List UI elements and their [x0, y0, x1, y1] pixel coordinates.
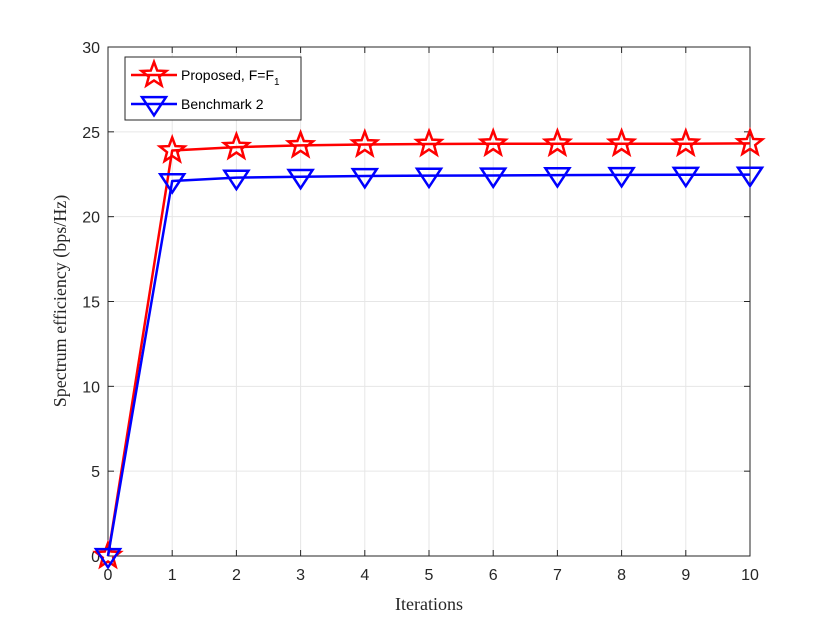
legend-marker	[138, 58, 170, 89]
data-point	[735, 166, 765, 189]
y-tick-label: 20	[82, 210, 100, 227]
x-tick-label: 7	[553, 567, 562, 584]
x-tick-label: 2	[232, 567, 241, 584]
data-point	[284, 128, 317, 159]
x-tick-label: 4	[360, 567, 369, 584]
data-point	[222, 169, 251, 192]
y-tick-label: 0	[91, 549, 100, 566]
data-point	[670, 127, 702, 158]
data-point	[478, 167, 508, 190]
legend-label: Proposed, F=F1	[181, 67, 280, 88]
data-point	[734, 126, 766, 157]
legend-entries: Proposed, F=F1 Benchmark 2	[131, 58, 280, 118]
y-axis: 0 5 10 15 20 25 30	[82, 40, 750, 566]
legend-label-text: Proposed, F=F	[181, 67, 274, 83]
data-point	[541, 127, 574, 158]
x-tick-label: 0	[104, 567, 113, 584]
data-point	[413, 127, 445, 158]
data-point	[93, 547, 123, 570]
y-tick-label: 10	[82, 379, 100, 396]
y-tick-label: 25	[82, 125, 100, 142]
legend-label-text: Benchmark 2	[181, 96, 264, 112]
data-point	[605, 127, 638, 158]
series-line	[106, 173, 751, 557]
x-tick-label: 8	[617, 567, 626, 584]
x-tick-label: 9	[681, 567, 690, 584]
data-point	[543, 167, 572, 189]
data-point	[607, 166, 636, 189]
data-point	[157, 172, 187, 195]
series-1	[92, 126, 766, 570]
data-point	[156, 133, 188, 164]
legend-marker	[139, 95, 169, 118]
series-2	[93, 166, 765, 570]
series-group	[92, 126, 766, 570]
data-point	[349, 127, 381, 158]
data-point	[220, 130, 253, 161]
x-tick-label: 6	[489, 567, 498, 584]
data-point	[671, 166, 701, 189]
x-tick-label: 5	[425, 567, 434, 584]
data-point	[350, 167, 380, 190]
y-tick-label: 5	[91, 464, 100, 481]
y-axis-label: Spectrum efficiency (bps/Hz)	[50, 195, 71, 408]
series-line	[106, 142, 751, 557]
legend: Proposed, F=F1 Benchmark 2	[124, 56, 302, 121]
data-point	[477, 127, 509, 158]
x-axis-label: Iterations	[395, 594, 463, 614]
y-tick-label: 30	[82, 40, 100, 57]
data-point	[414, 167, 444, 190]
x-tick-label: 3	[296, 567, 305, 584]
x-tick-label: 1	[168, 567, 177, 584]
data-point	[286, 168, 315, 191]
legend-label: Benchmark 2	[181, 96, 264, 112]
y-tick-label: 15	[82, 295, 100, 312]
x-tick-label: 10	[741, 567, 759, 584]
legend-label-subscript: 1	[274, 77, 280, 88]
legend-box	[124, 56, 302, 121]
